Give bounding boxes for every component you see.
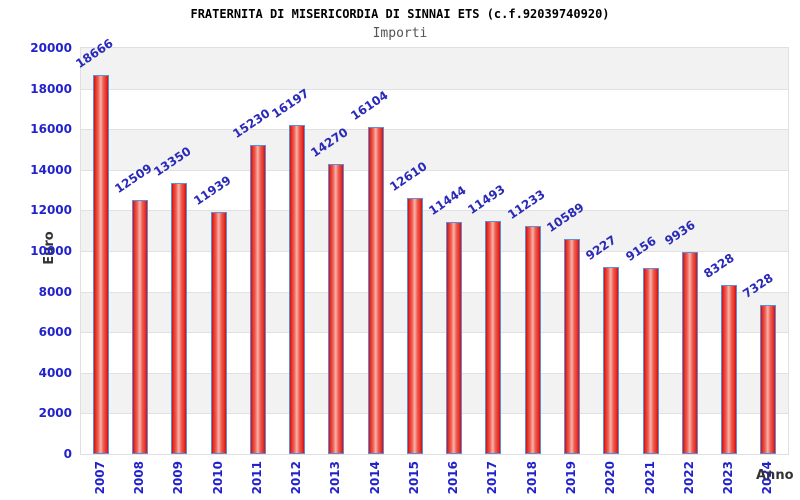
x-tick-label: 2021 — [642, 461, 657, 495]
grid-band — [81, 129, 788, 170]
y-tick-label: 4000 — [38, 365, 72, 380]
x-tick-label: 2014 — [367, 461, 382, 495]
x-tick-label: 2017 — [485, 461, 500, 495]
gridline — [81, 169, 788, 171]
bar-2019 — [564, 239, 580, 454]
bar-2020 — [603, 266, 620, 454]
grid-band — [81, 251, 788, 292]
y-tick-label: 2000 — [38, 406, 72, 421]
bar-2013 — [328, 164, 345, 454]
y-tick-label: 0 — [63, 447, 72, 461]
bar-2024 — [760, 305, 777, 454]
grid-band — [81, 88, 788, 130]
y-tick-label: 6000 — [38, 325, 72, 340]
bar-2012 — [289, 125, 305, 454]
grid-band — [81, 169, 788, 211]
x-tick-label: 2020 — [603, 461, 618, 495]
x-tick-label: 2019 — [564, 461, 578, 495]
bar-2008 — [131, 200, 148, 454]
bar-2010 — [210, 211, 227, 454]
x-tick-label: 2009 — [171, 461, 186, 495]
bar-2016 — [446, 221, 463, 454]
x-tick-label: 2008 — [131, 461, 146, 495]
bar-2007 — [92, 75, 109, 454]
x-axis-title: Anno — [756, 468, 794, 483]
bar-2011 — [249, 144, 266, 454]
gridline — [81, 332, 788, 334]
x-tick-label: 2007 — [92, 461, 107, 495]
grid-band — [81, 48, 788, 89]
bar-2021 — [642, 268, 659, 454]
x-tick-label: 2011 — [249, 461, 264, 495]
x-tick-label: 2015 — [406, 461, 421, 495]
x-tick-label: 2023 — [721, 461, 736, 495]
x-tick-label: 2018 — [524, 461, 539, 495]
grid-band — [81, 332, 788, 373]
y-tick-label: 12000 — [30, 203, 72, 218]
bar-2022 — [681, 252, 698, 454]
gridline — [81, 413, 788, 415]
gridline — [81, 129, 788, 131]
x-tick-label: 2016 — [446, 461, 461, 495]
gridline — [81, 291, 788, 293]
y-tick-label: 20000 — [30, 41, 72, 55]
x-tick-label: 2010 — [210, 461, 225, 495]
y-tick-label: 18000 — [30, 81, 72, 96]
x-tick-label: 2012 — [289, 461, 303, 495]
grid-band — [81, 210, 788, 251]
bar-2023 — [721, 284, 738, 454]
chart-title: FRATERNITA DI MISERICORDIA DI SINNAI ETS… — [190, 7, 610, 21]
y-tick-label: 8000 — [38, 284, 72, 299]
x-tick-label: 2013 — [328, 461, 343, 495]
y-axis-title: Euro — [42, 231, 57, 265]
x-tick-label: 2022 — [681, 461, 696, 495]
y-tick-label: 16000 — [30, 122, 72, 137]
plot-area: 18666 12509 13350 11939 15230 16197 14270 16104… — [73, 36, 789, 455]
bar-2018 — [524, 226, 541, 454]
bar-2014 — [367, 127, 384, 454]
y-tick-label: 10000 — [30, 244, 72, 258]
chart-subtitle: Importi — [372, 26, 428, 41]
bar-2009 — [171, 183, 188, 454]
gridline — [81, 88, 788, 90]
grid-band — [81, 372, 788, 414]
y-tick-label: 14000 — [30, 162, 72, 177]
gridline — [81, 251, 788, 252]
grid-band — [81, 291, 788, 333]
gridline — [81, 372, 788, 374]
bar-2017 — [485, 220, 502, 454]
gridline — [81, 210, 788, 212]
grid-band — [81, 413, 788, 454]
bar-2015 — [406, 198, 423, 454]
